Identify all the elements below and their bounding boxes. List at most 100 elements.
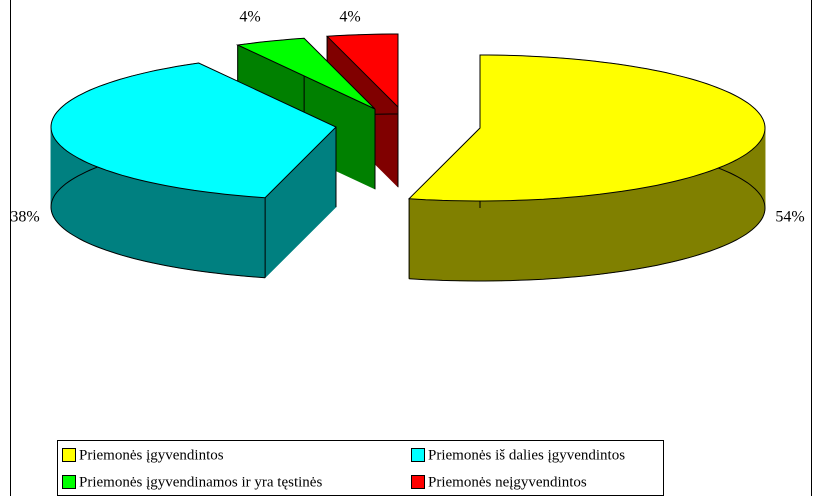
legend-label: Priemonės įgyvendinamos ir yra tęstinės <box>79 474 322 490</box>
side-face <box>194 190 203 272</box>
side-face <box>599 192 608 275</box>
side-face <box>139 179 147 262</box>
side-face <box>650 184 658 267</box>
side-face <box>484 200 494 282</box>
side-face <box>442 200 452 281</box>
side-face <box>753 144 757 229</box>
legend-label: Priemonės iš dalies įgyvendintos <box>428 447 625 463</box>
side-face <box>152 182 160 265</box>
side-face <box>501 200 511 282</box>
side-face <box>186 188 195 271</box>
side-face <box>224 193 234 276</box>
slice-top <box>50 62 337 199</box>
side-face <box>59 143 63 228</box>
side-face <box>76 156 81 240</box>
side-face <box>723 163 729 247</box>
side-face <box>714 167 720 250</box>
side-face <box>417 198 427 281</box>
side-face <box>201 191 210 273</box>
side-face <box>526 199 536 281</box>
side-face <box>606 191 616 274</box>
side-face <box>709 168 716 252</box>
side-face <box>209 192 218 274</box>
side-face <box>425 199 435 281</box>
pie-slice <box>50 62 337 279</box>
side-face <box>240 195 250 277</box>
legend-label: Priemonės įgyvendintos <box>79 447 224 463</box>
side-face <box>751 147 755 231</box>
legend-box <box>57 440 664 496</box>
side-face <box>127 176 135 259</box>
side-face <box>66 150 70 234</box>
slice-top <box>325 33 399 109</box>
side-face <box>509 199 519 281</box>
side-face <box>450 200 460 282</box>
side-face <box>165 185 174 268</box>
side-face <box>551 197 561 279</box>
side-face <box>559 197 569 279</box>
side-face <box>216 192 226 275</box>
side-face <box>614 190 623 273</box>
side-face <box>748 149 753 233</box>
side-face <box>629 188 638 271</box>
side-face <box>669 180 677 263</box>
side-face <box>719 165 725 248</box>
side-face <box>583 194 593 277</box>
side-face <box>746 151 750 235</box>
data-label: 4% <box>239 9 260 26</box>
side-face <box>663 182 671 265</box>
side-face <box>643 186 651 269</box>
legend-swatch <box>62 448 76 462</box>
side-face <box>133 178 141 261</box>
side-face <box>87 162 93 246</box>
side-face <box>116 173 123 256</box>
side-face <box>433 199 443 281</box>
legend-swatch <box>411 475 425 489</box>
side-face <box>105 169 112 253</box>
data-label: 54% <box>775 209 804 226</box>
side-face <box>704 170 711 254</box>
side-face <box>248 196 258 278</box>
side-face <box>575 195 585 278</box>
side-face <box>732 159 737 243</box>
side-face <box>699 172 706 255</box>
side-face <box>232 194 241 277</box>
legend-swatch <box>411 448 425 462</box>
side-face <box>543 198 553 280</box>
side-face <box>79 158 84 242</box>
side-face <box>518 199 528 281</box>
legend-label: Priemonės neįgyvendintos <box>428 474 587 490</box>
side-face <box>61 146 65 230</box>
side-face <box>636 187 645 270</box>
slice-top <box>235 37 376 110</box>
slice-top <box>407 54 766 202</box>
side-face <box>567 196 577 278</box>
side-face <box>693 174 700 257</box>
side-face <box>656 183 665 266</box>
side-face <box>467 200 477 282</box>
side-face <box>63 148 68 232</box>
side-face <box>408 198 418 280</box>
data-label: 38% <box>10 209 39 226</box>
side-face <box>121 174 129 258</box>
side-face <box>735 157 741 241</box>
side-face <box>676 179 683 262</box>
side-face <box>256 196 266 279</box>
side-face <box>111 171 117 255</box>
legend-swatch <box>62 475 76 489</box>
side-face <box>91 164 97 248</box>
side-face <box>591 193 600 276</box>
side-face <box>158 183 167 266</box>
side-face <box>742 153 747 237</box>
side-face <box>534 198 544 280</box>
side-face <box>172 186 181 269</box>
side-face <box>69 152 74 236</box>
side-face <box>96 166 102 249</box>
side-face <box>72 154 77 238</box>
side-face <box>101 167 107 251</box>
pie-slice <box>407 54 766 282</box>
side-face <box>492 200 503 282</box>
side-face <box>145 181 153 264</box>
side-face <box>475 200 486 282</box>
